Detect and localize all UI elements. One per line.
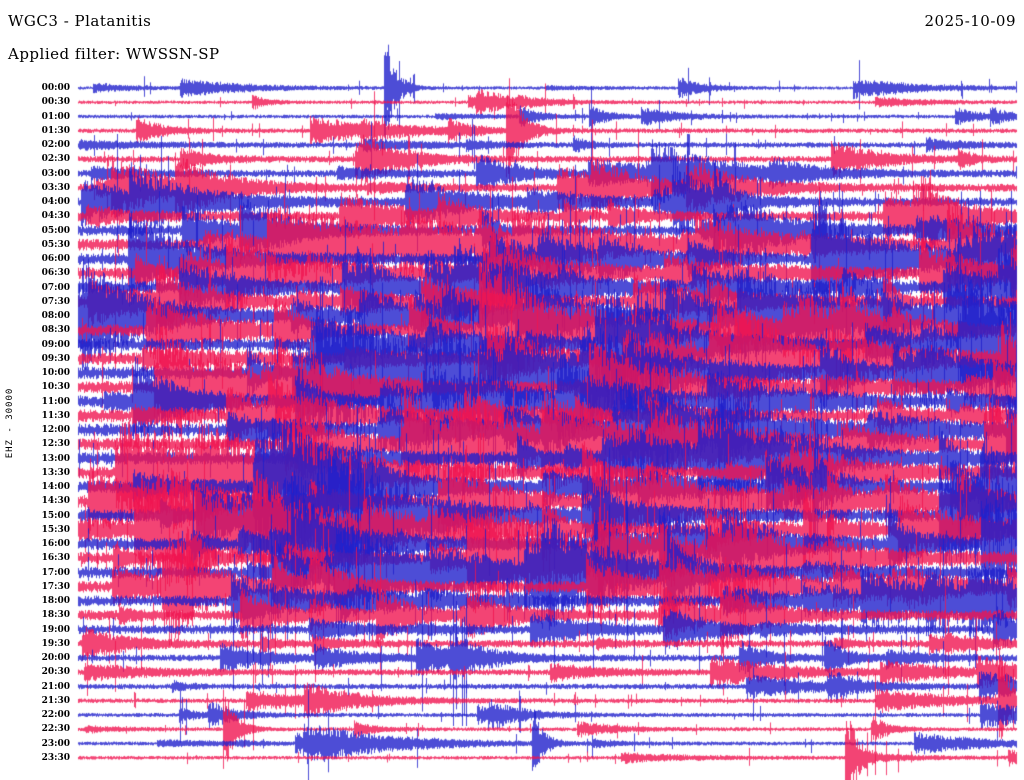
filter-label: Applied filter: WWSSN-SP xyxy=(8,45,220,63)
time-label: 03:00 xyxy=(41,168,70,179)
station-title: WGC3 - Platanitis xyxy=(8,12,152,30)
time-label: 07:00 xyxy=(41,282,70,293)
time-label: 19:30 xyxy=(41,638,70,649)
time-label: 18:30 xyxy=(41,610,70,621)
time-label: 08:00 xyxy=(41,311,70,321)
time-label: 13:30 xyxy=(41,467,70,478)
time-label: 06:00 xyxy=(41,254,70,264)
time-label: 22:00 xyxy=(41,710,70,720)
time-label: 18:00 xyxy=(41,596,70,606)
time-label: 01:30 xyxy=(41,125,70,136)
time-label: 23:00 xyxy=(41,738,70,749)
time-label: 20:30 xyxy=(41,667,70,678)
time-label: 14:30 xyxy=(41,496,70,507)
time-label: 06:30 xyxy=(41,268,70,279)
time-label: 16:30 xyxy=(41,553,70,564)
time-label: 11:30 xyxy=(41,410,70,421)
time-label: 07:30 xyxy=(41,296,70,307)
time-label: 00:00 xyxy=(41,83,70,93)
time-label: 08:30 xyxy=(41,325,70,336)
time-label: 05:30 xyxy=(41,239,70,250)
time-label: 10:00 xyxy=(41,368,70,378)
time-label: 09:00 xyxy=(41,339,70,350)
time-label: 11:00 xyxy=(41,396,70,407)
time-label: 15:00 xyxy=(41,510,70,521)
time-label: 20:00 xyxy=(41,653,70,663)
record-date: 2025-10-09 xyxy=(924,12,1016,30)
time-label: 12:00 xyxy=(41,425,70,435)
time-label: 13:00 xyxy=(41,453,70,464)
time-label: 16:00 xyxy=(41,539,70,549)
time-label: 19:00 xyxy=(41,624,70,635)
time-label: 15:30 xyxy=(41,524,70,535)
time-label: 21:30 xyxy=(41,695,70,706)
time-label: 14:00 xyxy=(41,482,70,492)
time-label: 17:30 xyxy=(41,581,70,592)
time-label: 02:00 xyxy=(41,140,70,150)
time-label: 01:00 xyxy=(41,111,70,122)
time-axis: 00:00 00:30 01:00 01:30 02:00 02:30 03:00 03:30… xyxy=(0,0,72,780)
time-label: 00:30 xyxy=(41,97,70,108)
time-label: 05:00 xyxy=(41,225,70,236)
time-label: 04:30 xyxy=(41,211,70,222)
time-label: 21:00 xyxy=(41,681,70,692)
time-label: 04:00 xyxy=(41,197,70,207)
time-label: 22:30 xyxy=(41,724,70,735)
time-label: 10:30 xyxy=(41,382,70,393)
time-label: 02:30 xyxy=(41,154,70,165)
time-label: 17:00 xyxy=(41,567,70,578)
time-label: 09:30 xyxy=(41,353,70,364)
time-label: 12:30 xyxy=(41,439,70,450)
time-label: 23:30 xyxy=(41,752,70,763)
time-label: 03:30 xyxy=(41,182,70,193)
